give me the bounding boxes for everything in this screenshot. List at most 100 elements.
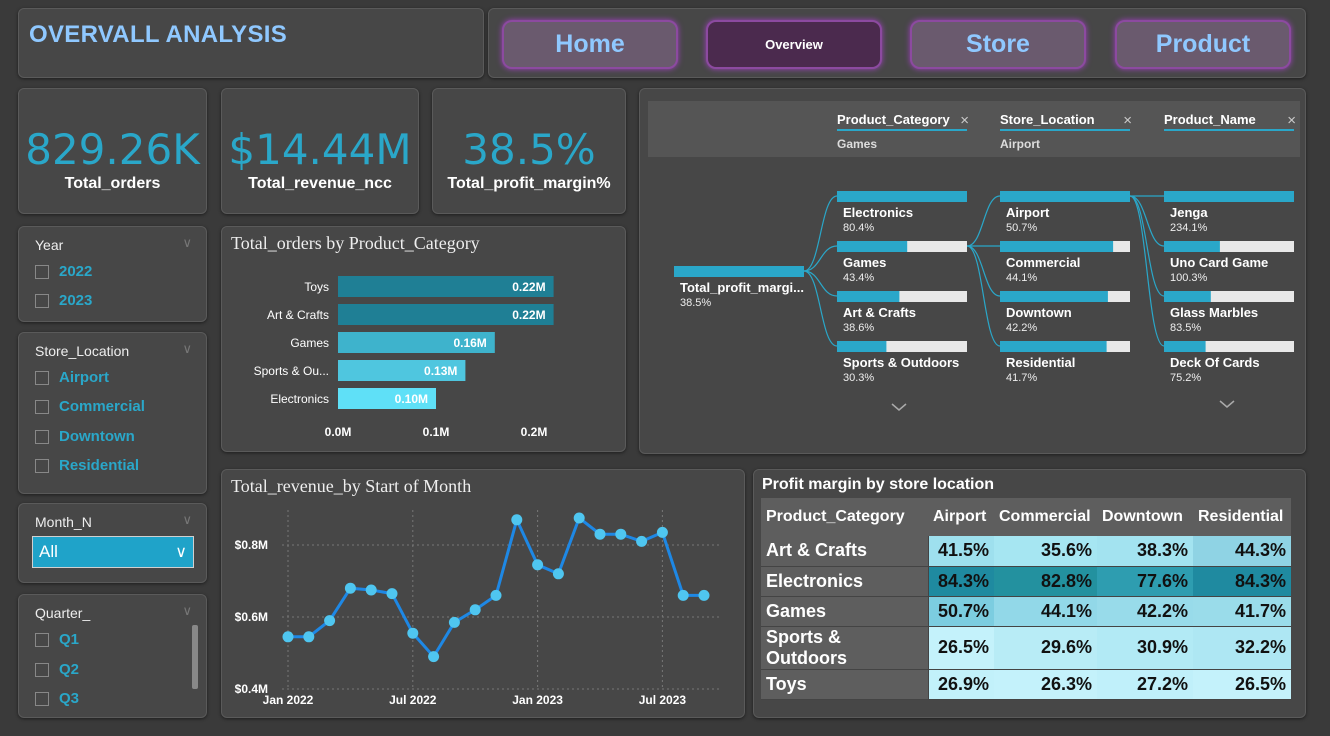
data-point bbox=[282, 631, 294, 643]
profit-margin-table-panel: Profit margin by store location Product_… bbox=[753, 469, 1306, 718]
bar-category-label: Toys bbox=[304, 280, 329, 294]
tree-node-label: Jenga bbox=[1170, 205, 1208, 220]
close-icon[interactable]: × bbox=[1123, 112, 1132, 129]
home-button[interactable]: Home bbox=[502, 20, 678, 69]
table-cell: 32.2% bbox=[1193, 626, 1291, 670]
chevron-down-icon[interactable]: ∨ bbox=[182, 235, 192, 250]
store-location-slicer: Store_Location ∨ Airport Commercial Down… bbox=[18, 332, 207, 494]
close-icon[interactable]: × bbox=[960, 112, 969, 129]
tree-node-label: Airport bbox=[1006, 205, 1050, 220]
data-point bbox=[573, 512, 585, 524]
slicer-item-q2[interactable]: Q2 bbox=[35, 661, 79, 678]
month-dropdown[interactable]: All ∨ bbox=[32, 536, 194, 568]
column-header[interactable]: Commercial bbox=[994, 498, 1097, 536]
table-cell: 84.3% bbox=[1193, 566, 1291, 597]
slicer-item-label: Commercial bbox=[59, 398, 145, 415]
tree-node-bar-bg bbox=[1164, 241, 1294, 252]
chevron-down-icon[interactable]: ∨ bbox=[182, 603, 192, 618]
tree-link bbox=[803, 270, 838, 347]
checkbox[interactable] bbox=[35, 293, 49, 308]
tree-node-label: Residential bbox=[1006, 355, 1075, 370]
checkbox[interactable] bbox=[35, 370, 49, 385]
orders-bar-chart: Total_orders by Product_Category Toys 0.2… bbox=[221, 226, 626, 452]
month-slicer: Month_N ∨ All ∨ bbox=[18, 503, 207, 583]
table-row[interactable]: Sports & Outdoors 26.5% 29.6% 30.9% 32.2% bbox=[761, 626, 1291, 670]
bar-data-label: 0.13M bbox=[424, 364, 457, 378]
tree-header-product-category[interactable]: Product_Category × Games bbox=[837, 112, 969, 151]
slicer-item-2022[interactable]: 2022 bbox=[35, 263, 92, 280]
slicer-item-q3[interactable]: Q3 bbox=[35, 690, 79, 707]
table-cell: 50.7% bbox=[928, 596, 994, 627]
row-label: Electronics bbox=[761, 566, 929, 597]
slicer-item-downtown[interactable]: Downtown bbox=[35, 428, 135, 445]
tree-root-bar bbox=[674, 266, 804, 277]
x-tick-label: Jan 2023 bbox=[512, 693, 563, 707]
tree-node-bar bbox=[1000, 241, 1114, 252]
column-header[interactable]: Downtown bbox=[1097, 498, 1193, 536]
kpi-value: 829.26K bbox=[25, 125, 200, 174]
checkbox[interactable] bbox=[35, 264, 49, 279]
data-point bbox=[490, 589, 502, 601]
checkbox[interactable] bbox=[35, 691, 49, 706]
overview-button[interactable]: Overview bbox=[706, 20, 882, 69]
tree-header-filter: Airport bbox=[1000, 137, 1040, 151]
column-header[interactable]: Product_Category bbox=[761, 498, 928, 536]
bar-data-label: 0.10M bbox=[395, 392, 428, 406]
table-row[interactable]: Toys 26.9% 26.3% 27.2% 26.5% bbox=[761, 669, 1291, 700]
checkbox[interactable] bbox=[35, 399, 49, 414]
tree-node-value: 100.3% bbox=[1170, 272, 1208, 284]
x-tick-label: 0.1M bbox=[423, 425, 450, 439]
data-point bbox=[532, 559, 544, 571]
column-header[interactable]: Airport bbox=[928, 498, 994, 536]
table-row[interactable]: Art & Crafts 41.5% 35.6% 38.3% 44.3% bbox=[761, 536, 1291, 567]
x-tick-label: 0.2M bbox=[521, 425, 548, 439]
checkbox[interactable] bbox=[35, 662, 49, 677]
chevron-down-icon[interactable]: ∨ bbox=[182, 512, 192, 527]
table-cell: 44.3% bbox=[1193, 536, 1291, 567]
bar-data-label: 0.22M bbox=[512, 280, 545, 294]
tree-node-value: 41.7% bbox=[1006, 372, 1037, 384]
table-row[interactable]: Electronics 84.3% 82.8% 77.6% 84.3% bbox=[761, 566, 1291, 597]
slicer-item-2023[interactable]: 2023 bbox=[35, 292, 92, 309]
checkbox[interactable] bbox=[35, 458, 49, 473]
tree-header-product-name[interactable]: Product_Name × bbox=[1164, 112, 1296, 137]
data-point bbox=[615, 528, 627, 540]
store-button[interactable]: Store bbox=[910, 20, 1086, 69]
slicer-item-airport[interactable]: Airport bbox=[35, 369, 109, 386]
bar-data-label: 0.22M bbox=[512, 308, 545, 322]
tree-node-label: Commercial bbox=[1006, 255, 1080, 270]
slicer-item-label: Q2 bbox=[59, 661, 80, 678]
data-point bbox=[344, 582, 356, 594]
revenue-line-chart: Total_revenue_by Start of Month $0.4M $0.… bbox=[221, 469, 745, 718]
tree-node-bar-bg bbox=[837, 341, 967, 352]
row-label: Games bbox=[761, 596, 929, 627]
slicer-item-residential[interactable]: Residential bbox=[35, 457, 139, 474]
checkbox[interactable] bbox=[35, 429, 49, 444]
bar bbox=[338, 360, 466, 381]
year-slicer: Year ∨ 2022 2023 bbox=[18, 226, 207, 322]
slicer-item-q1[interactable]: Q1 bbox=[35, 631, 79, 648]
kpi-label: Total_profit_margin% bbox=[447, 175, 611, 192]
checkbox[interactable] bbox=[35, 632, 49, 647]
row-label: Toys bbox=[761, 669, 929, 700]
tree-root-value: 38.5% bbox=[680, 297, 711, 309]
data-point bbox=[469, 604, 481, 616]
table-cell: 26.5% bbox=[1193, 669, 1291, 700]
tree-svg: Total_profit_margi... 38.5% Electronics 80.… bbox=[674, 191, 1294, 411]
tree-node-label: Glass Marbles bbox=[1170, 305, 1258, 320]
bar-category-label: Electronics bbox=[270, 392, 329, 406]
x-tick-label: Jan 2022 bbox=[263, 693, 314, 707]
table-row[interactable]: Games 50.7% 44.1% 42.2% 41.7% bbox=[761, 596, 1291, 627]
scrollbar[interactable] bbox=[192, 625, 198, 689]
x-tick-label: Jul 2022 bbox=[389, 693, 437, 707]
table-cell: 77.6% bbox=[1097, 566, 1193, 597]
slicer-item-commercial[interactable]: Commercial bbox=[35, 398, 145, 415]
table-cell: 44.1% bbox=[994, 596, 1097, 627]
chevron-down-icon[interactable]: ∨ bbox=[182, 341, 192, 356]
tree-node-bar bbox=[1000, 341, 1107, 352]
bar bbox=[338, 276, 554, 297]
product-button[interactable]: Product bbox=[1115, 20, 1291, 69]
column-header[interactable]: Residential bbox=[1193, 498, 1291, 536]
tree-header-store-location[interactable]: Store_Location × Airport bbox=[1000, 112, 1132, 151]
close-icon[interactable]: × bbox=[1287, 112, 1296, 129]
